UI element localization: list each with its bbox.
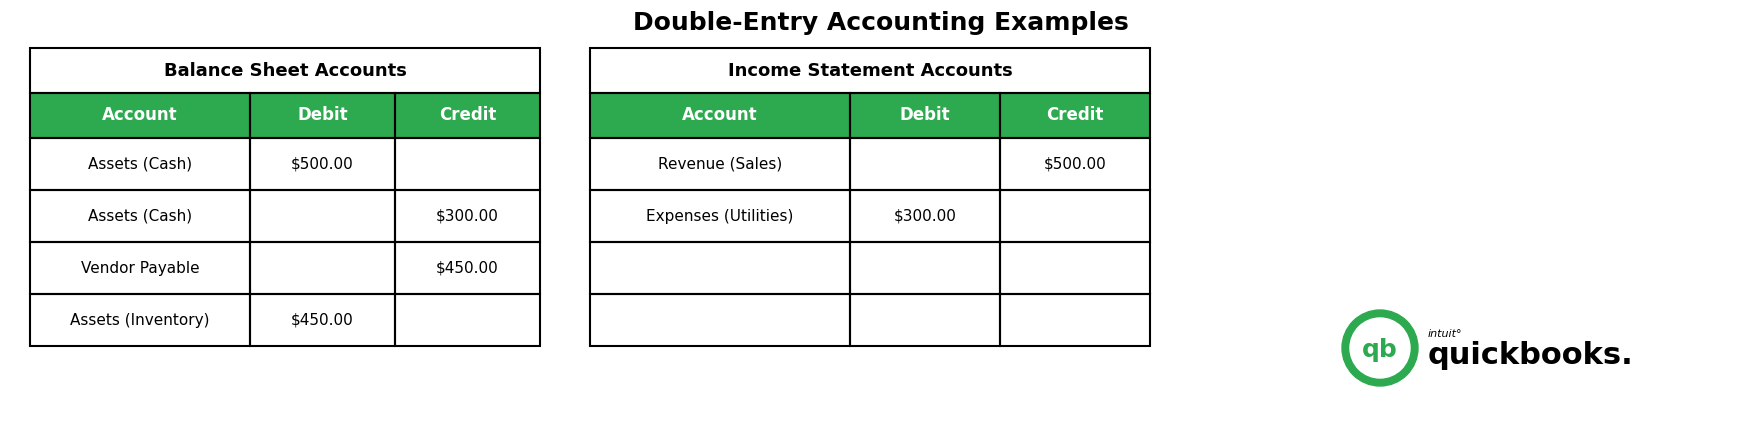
Bar xyxy=(250,294,395,346)
Bar xyxy=(395,138,539,190)
Text: $300.00: $300.00 xyxy=(893,208,957,223)
Bar xyxy=(1001,242,1151,294)
Bar xyxy=(395,138,539,190)
Bar xyxy=(849,190,1001,242)
Text: intuit°: intuit° xyxy=(1427,329,1462,339)
Bar xyxy=(590,242,849,294)
Bar xyxy=(1001,93,1151,138)
Bar xyxy=(30,242,250,294)
Text: Credit: Credit xyxy=(1047,106,1103,124)
Text: qb: qb xyxy=(1362,338,1397,362)
Bar xyxy=(1001,242,1151,294)
Bar xyxy=(590,190,849,242)
Bar xyxy=(30,294,250,346)
Text: Credit: Credit xyxy=(439,106,497,124)
Bar xyxy=(590,48,1151,93)
Bar xyxy=(590,138,849,190)
Text: Assets (Inventory): Assets (Inventory) xyxy=(70,312,210,328)
Bar xyxy=(590,138,849,190)
Bar xyxy=(849,138,1001,190)
Text: Assets (Cash): Assets (Cash) xyxy=(88,208,192,223)
Bar xyxy=(30,294,250,346)
Text: Account: Account xyxy=(102,106,178,124)
Text: Income Statement Accounts: Income Statement Accounts xyxy=(728,61,1013,80)
Text: $450.00: $450.00 xyxy=(291,312,354,328)
Bar xyxy=(1001,190,1151,242)
Bar xyxy=(30,190,250,242)
Bar xyxy=(250,138,395,190)
Bar xyxy=(250,138,395,190)
Bar xyxy=(30,93,250,138)
Text: Double-Entry Accounting Examples: Double-Entry Accounting Examples xyxy=(633,11,1129,35)
Text: $450.00: $450.00 xyxy=(437,261,499,276)
Bar xyxy=(30,93,250,138)
Circle shape xyxy=(1343,310,1418,386)
Bar xyxy=(590,242,849,294)
Bar xyxy=(30,138,250,190)
Text: Vendor Payable: Vendor Payable xyxy=(81,261,199,276)
Text: Expenses (Utilities): Expenses (Utilities) xyxy=(647,208,793,223)
Bar xyxy=(395,294,539,346)
Text: Account: Account xyxy=(682,106,758,124)
Bar xyxy=(250,93,395,138)
Bar xyxy=(849,242,1001,294)
Text: Balance Sheet Accounts: Balance Sheet Accounts xyxy=(164,61,407,80)
Bar xyxy=(1001,190,1151,242)
Bar xyxy=(590,93,849,138)
Bar xyxy=(849,93,1001,138)
Bar xyxy=(30,48,539,93)
Bar xyxy=(590,294,849,346)
Text: quickbooks.: quickbooks. xyxy=(1427,342,1633,371)
Bar xyxy=(849,294,1001,346)
Bar xyxy=(30,48,539,93)
Bar xyxy=(395,190,539,242)
Bar xyxy=(1001,294,1151,346)
Text: Revenue (Sales): Revenue (Sales) xyxy=(657,156,782,172)
Bar xyxy=(1001,138,1151,190)
Text: $500.00: $500.00 xyxy=(291,156,354,172)
Text: Debit: Debit xyxy=(298,106,347,124)
Bar xyxy=(250,242,395,294)
Bar xyxy=(250,242,395,294)
Bar xyxy=(250,190,395,242)
Circle shape xyxy=(1350,318,1410,378)
Text: $500.00: $500.00 xyxy=(1043,156,1107,172)
Bar xyxy=(250,294,395,346)
Text: $300.00: $300.00 xyxy=(435,208,499,223)
Bar xyxy=(590,48,1151,93)
Bar xyxy=(1001,93,1151,138)
Bar xyxy=(849,294,1001,346)
Text: Assets (Cash): Assets (Cash) xyxy=(88,156,192,172)
Bar xyxy=(30,190,250,242)
Bar xyxy=(395,242,539,294)
Bar xyxy=(30,138,250,190)
Bar xyxy=(590,190,849,242)
Bar xyxy=(849,190,1001,242)
Bar xyxy=(395,93,539,138)
Bar xyxy=(395,190,539,242)
Text: Debit: Debit xyxy=(900,106,950,124)
Bar xyxy=(590,294,849,346)
Bar xyxy=(250,93,395,138)
Bar xyxy=(1001,294,1151,346)
Bar xyxy=(849,93,1001,138)
Bar xyxy=(1001,138,1151,190)
Bar xyxy=(590,93,849,138)
Bar xyxy=(250,190,395,242)
Bar xyxy=(849,242,1001,294)
Bar xyxy=(395,242,539,294)
Bar xyxy=(30,242,250,294)
Bar xyxy=(849,138,1001,190)
Bar xyxy=(395,93,539,138)
Bar xyxy=(395,294,539,346)
